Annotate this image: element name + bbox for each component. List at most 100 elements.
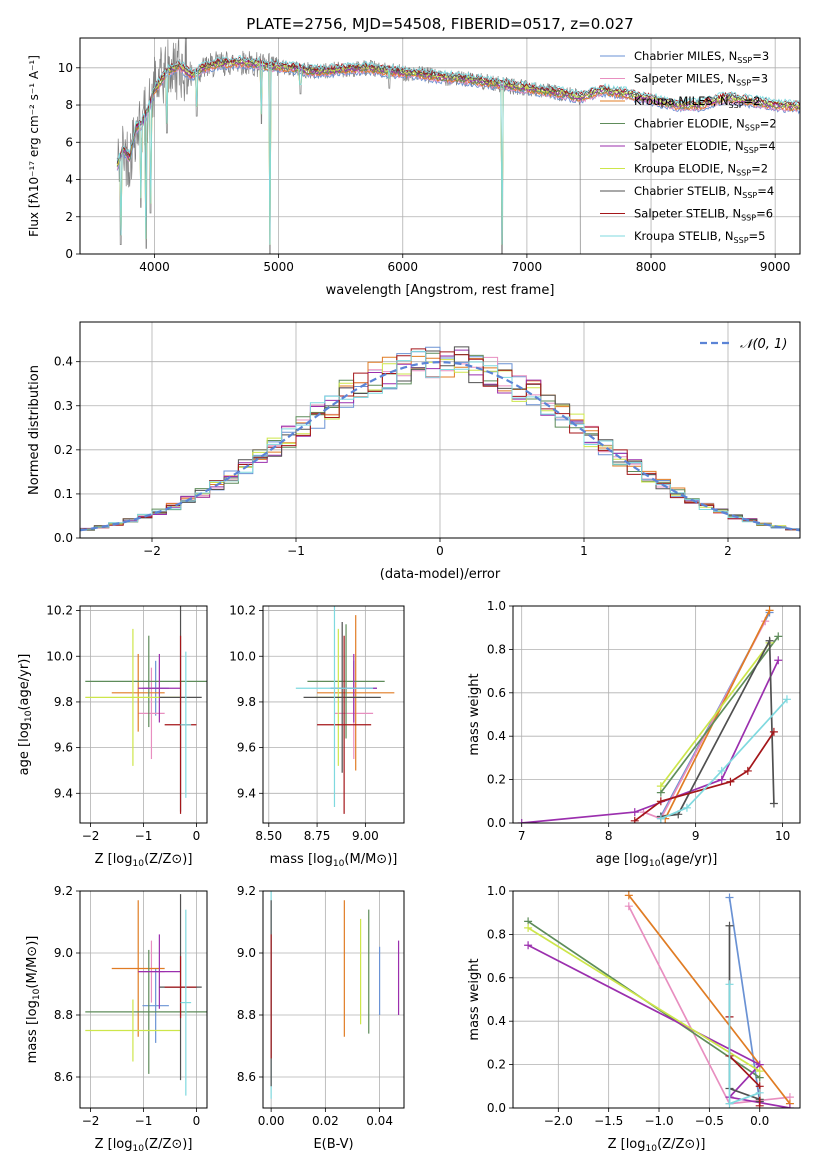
legend-label-kroupa_stelib: Kroupa STELIB, NSSP=5 (634, 229, 765, 245)
y-tick-label: 0.6 (487, 971, 506, 985)
mass_weight_vs_Z-ylabel: mass weight (467, 958, 482, 1040)
y-tick-label: 1.0 (487, 599, 506, 613)
x-tick-label: 2 (724, 544, 732, 558)
spectrum-model-kroupa_elodie (116, 58, 800, 245)
y-tick-label: 0.4 (54, 355, 73, 369)
axes-frame (262, 890, 405, 1109)
mass_weight_vs_age-line-chabrier_stelib (660, 637, 775, 818)
mass_weight_vs_age-marker-salpeter_stelib (656, 797, 665, 806)
age_vs_Z-ylabel: age [log10(age/yr)] (17, 654, 34, 776)
legend-label-salpeter_stelib: Salpeter STELIB, NSSP=6 (634, 207, 773, 223)
y-tick-label: 0.0 (487, 816, 506, 830)
residuals-legend-label: 𝒩(0, 1) (740, 337, 787, 352)
mass_weight_vs_age-marker-kroupa_stelib (717, 766, 726, 775)
residuals-plot-area (80, 346, 800, 532)
x-tick-label: −1.0 (644, 1114, 673, 1128)
mass_weight_vs_age-line-salpeter_stelib (634, 731, 775, 822)
y-tick-label: 0.2 (54, 443, 73, 457)
mass_weight_vs_Z-line-kroupa_elodie (527, 927, 761, 1072)
legend-label-kroupa_elodie: Kroupa ELODIE, NSSP=2 (634, 162, 768, 178)
y-tick-label: 9.8 (54, 695, 73, 709)
age_vs_mass-panel: 8.50 8.75 9.00 9.4 9.6 9.8 10.0 10.2 mass [log10… (229, 604, 405, 869)
y-tick-label: 0.3 (54, 399, 73, 413)
age_vs_mass-plot-area (295, 606, 395, 814)
mass_weight_vs_age-line-kroupa_elodie (660, 642, 771, 787)
spectrum-legend: Chabrier MILES, NSSP=3 Salpeter MILES, NS… (600, 49, 777, 245)
mass_weight_vs_age-marker-salpeter_elodie (774, 656, 783, 665)
spectrum-model-salpeter_stelib (117, 56, 800, 160)
mass_weight_vs_age-marker-salpeter_stelib (743, 766, 752, 775)
x-tick-label: −1 (135, 1114, 153, 1128)
mass_vs_ebv-xlabel: E(B-V) (313, 1137, 353, 1152)
mass_weight_vs_Z-marker-salpeter_elodie (785, 1104, 794, 1108)
x-tick-label: 0 (193, 1114, 201, 1128)
legend-label-chabrier_stelib: Chabrier STELIB, NSSP=4 (634, 184, 774, 200)
y-tick-label: 0.0 (54, 531, 73, 545)
spectrum-ylabel: Flux [fλ10⁻¹⁷ erg cm⁻² s⁻¹ A⁻¹] (27, 55, 41, 237)
x-tick-label: 0 (436, 544, 444, 558)
x-tick-label: 9000 (760, 260, 791, 274)
y-tick-label: 8.8 (237, 1008, 256, 1022)
mass_vs_ebv-plot-area (270, 891, 400, 1099)
x-tick-label: 9 (692, 829, 700, 843)
axes-frame (79, 321, 801, 539)
mass_weight_vs_age-marker-salpeter_elodie (717, 775, 726, 784)
y-tick-label: 10.2 (46, 604, 73, 618)
age_vs_Z-panel: −2 −1 0 9.4 9.6 9.8 10.0 10.2 Z [log10(Z/Z⊙)] age… (17, 604, 208, 869)
y-tick-label: 9.0 (54, 946, 73, 960)
y-tick-label: 0.8 (487, 642, 506, 656)
y-tick-label: 0.0 (487, 1101, 506, 1115)
mass_vs_Z-ylabel: mass [log10(M/M⊙)] (25, 936, 42, 1064)
y-tick-label: 9.4 (54, 786, 73, 800)
y-tick-label: 8 (65, 98, 73, 112)
mass_vs_ebv-panel: 0.00 0.02 0.04 8.6 8.8 9.0 9.2 E(B-V) (237, 884, 405, 1152)
y-tick-label: 0.6 (487, 686, 506, 700)
y-tick-label: 0.2 (487, 1058, 506, 1072)
y-tick-label: 0.4 (487, 1014, 506, 1028)
y-tick-label: 0.1 (54, 487, 73, 501)
gaussian-curve (80, 360, 800, 532)
x-tick-label: 0.04 (366, 1114, 393, 1128)
mass_weight_vs_Z-panel: −2.0 −1.5 −1.0 −0.5 0.0 0.0 0.2 0.4 0.6 0.8 1.0 Z [… (467, 884, 801, 1154)
mass_weight_vs_age-marker-salpeter_elodie (517, 819, 526, 823)
x-tick-label: −1 (135, 829, 153, 843)
x-tick-label: −2 (82, 829, 100, 843)
figure-title: PLATE=2756, MJD=54508, FIBERID=0517, z=0… (246, 15, 633, 33)
x-tick-label: −2.0 (544, 1114, 573, 1128)
mass_vs_Z-xlabel: Z [log10(Z/Z⊙)] (95, 1137, 193, 1154)
x-tick-label: −1 (287, 544, 305, 558)
legend-label-kroupa_miles: Kroupa MILES, NSSP=2 (634, 94, 760, 110)
x-tick-label: 5000 (263, 260, 294, 274)
y-tick-label: 0 (65, 247, 73, 261)
mass_weight_vs_age-xlabel: age [log10(age/yr)] (596, 852, 718, 869)
x-tick-label: 8.50 (255, 829, 282, 843)
spectrum-model-chabrier_miles (116, 64, 800, 171)
y-tick-label: 8.8 (54, 1008, 73, 1022)
x-tick-label: 7 (518, 829, 526, 843)
mass_weight_vs_Z-marker-kroupa_elodie (755, 1067, 764, 1076)
mass_weight_vs_Z-plot-area (524, 891, 794, 1108)
mass_weight_vs_age-marker-salpeter_stelib (769, 727, 778, 736)
mass_weight_vs_age-line-kroupa_stelib (660, 698, 788, 820)
x-tick-label: 7000 (512, 260, 543, 274)
mass_vs_Z-plot-area (85, 894, 207, 1096)
y-tick-label: 1.0 (487, 884, 506, 898)
axes-frame (79, 37, 801, 255)
y-tick-label: 9.6 (237, 741, 256, 755)
mass_weight_vs_age-marker-salpeter_stelib (630, 816, 639, 823)
x-tick-label: 8000 (636, 260, 667, 274)
spectrum-model-kroupa_stelib (116, 54, 800, 245)
mass_weight_vs_Z-marker-kroupa_stelib (755, 1088, 764, 1097)
y-tick-label: 10.0 (229, 649, 256, 663)
mass_weight_vs_Z-marker-kroupa_stelib (725, 1099, 734, 1108)
age_vs_mass-xlabel: mass [log10(M/M⊙)] (270, 852, 398, 869)
y-tick-label: 9.4 (237, 786, 256, 800)
x-tick-label: 10 (775, 829, 790, 843)
age_vs_Z-plot-area (85, 606, 207, 814)
y-tick-label: 6 (65, 135, 73, 149)
axes-frame (512, 890, 801, 1109)
mass_weight_vs_age-marker-kroupa_miles (765, 606, 774, 615)
spectrum-plot-area (116, 38, 800, 254)
legend-label-chabrier_elodie: Chabrier ELODIE, NSSP=2 (634, 117, 777, 133)
mass_weight_vs_age-marker-salpeter_stelib (726, 777, 735, 786)
